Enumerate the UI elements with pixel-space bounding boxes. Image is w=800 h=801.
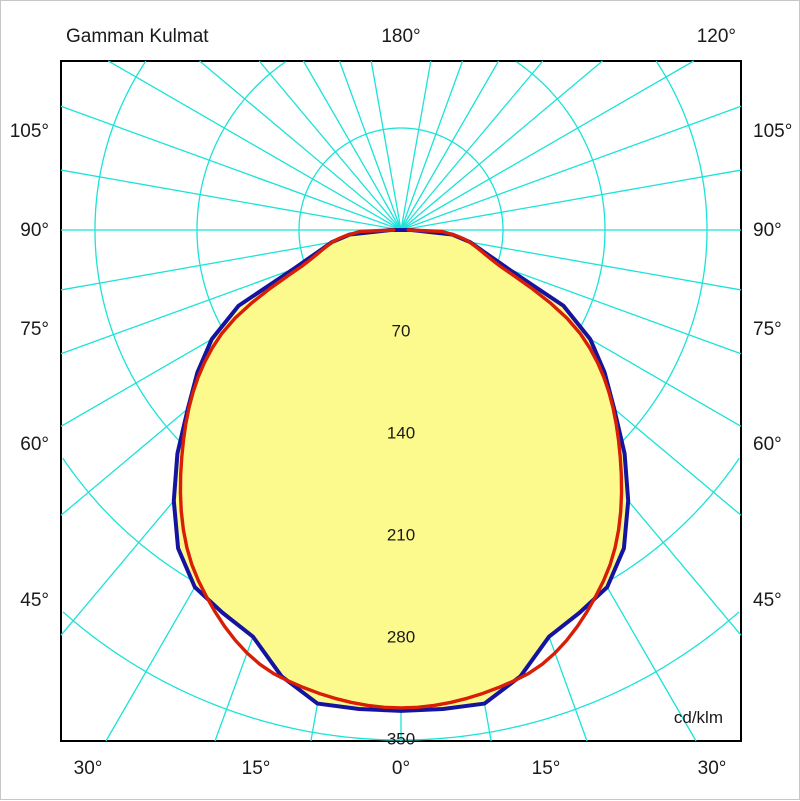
svg-text:30°: 30° xyxy=(74,758,103,779)
svg-text:210: 210 xyxy=(387,525,415,544)
svg-text:180°: 180° xyxy=(381,26,420,47)
svg-text:90°: 90° xyxy=(753,220,782,241)
svg-text:45°: 45° xyxy=(753,590,782,611)
svg-text:60°: 60° xyxy=(20,434,49,455)
svg-text:70: 70 xyxy=(392,321,411,340)
svg-text:0°: 0° xyxy=(392,758,410,779)
svg-text:30°: 30° xyxy=(698,758,727,779)
svg-text:45°: 45° xyxy=(20,590,49,611)
svg-text:120°: 120° xyxy=(697,26,736,47)
svg-text:cd/klm: cd/klm xyxy=(674,708,723,727)
svg-text:280: 280 xyxy=(387,627,415,646)
svg-text:75°: 75° xyxy=(20,319,49,340)
svg-text:350: 350 xyxy=(387,729,415,748)
svg-text:140: 140 xyxy=(387,423,415,442)
svg-text:15°: 15° xyxy=(532,758,561,779)
svg-text:105°: 105° xyxy=(10,121,49,142)
svg-text:90°: 90° xyxy=(20,220,49,241)
svg-text:75°: 75° xyxy=(753,319,782,340)
svg-text:15°: 15° xyxy=(242,758,271,779)
svg-text:60°: 60° xyxy=(753,434,782,455)
svg-text:105°: 105° xyxy=(753,121,792,142)
svg-text:Gamman Kulmat: Gamman Kulmat xyxy=(66,26,209,47)
